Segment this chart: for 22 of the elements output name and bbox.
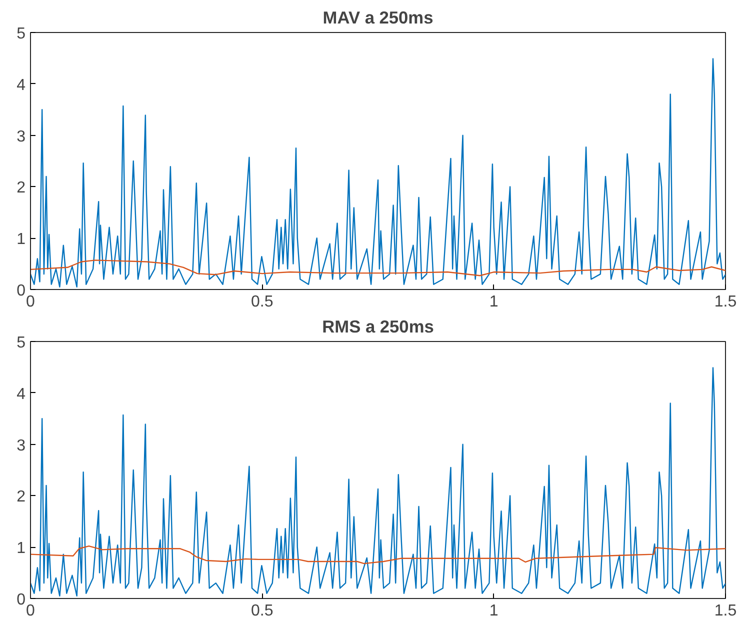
y-tick-label: 5 xyxy=(16,334,26,352)
y-tick-label: 3 xyxy=(16,437,26,454)
y-tick-label: 1 xyxy=(16,540,26,558)
y-tick-label: 2 xyxy=(16,488,26,506)
y-tick-label: 3 xyxy=(16,128,26,146)
x-tick-label: 0.5 xyxy=(251,602,274,619)
y-tick-label: 0 xyxy=(16,592,26,608)
line-series xyxy=(30,260,726,276)
y-tick-label: 0 xyxy=(16,282,26,300)
x-tick-label: 1 xyxy=(489,294,498,310)
x-tick-label: 1 xyxy=(489,602,498,619)
y-tick-label: 2 xyxy=(16,180,26,197)
chart-title: MAV a 250ms xyxy=(322,8,434,28)
x-tick-label: 1.5 xyxy=(714,602,737,619)
y-tick-label: 1 xyxy=(16,231,26,248)
y-tick-label: 5 xyxy=(16,26,26,42)
chart-title: RMS a 250ms xyxy=(322,316,434,336)
x-tick-label: 1.5 xyxy=(714,294,737,310)
x-tick-label: 0.5 xyxy=(251,294,274,310)
line-series xyxy=(30,545,726,564)
y-tick-label: 4 xyxy=(16,76,26,94)
y-tick-label: 4 xyxy=(16,386,26,403)
